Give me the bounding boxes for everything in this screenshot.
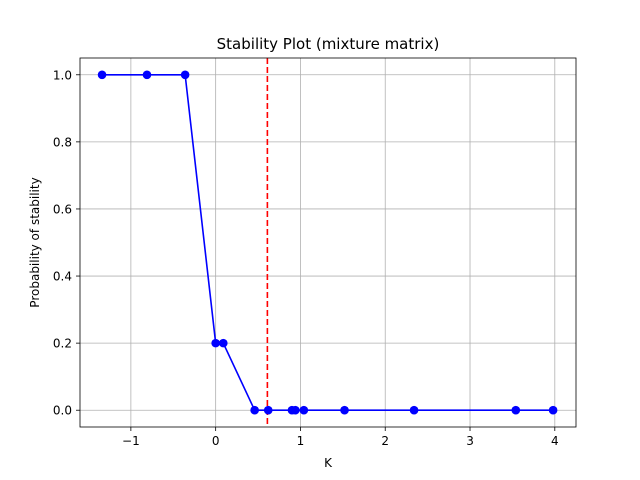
plot-frame — [79, 57, 577, 428]
x-axis-label: K — [324, 456, 333, 470]
y-tick-label: 0.0 — [53, 404, 72, 418]
data-point — [250, 405, 259, 415]
x-tick-label: 1 — [297, 434, 305, 448]
chart-title: Stability Plot (mixture matrix) — [217, 35, 440, 53]
tick-layer: −1 0 1 2 3 4 0.0 0.2 0.4 0.6 0.8 1.0 — [53, 68, 559, 448]
data-point — [409, 405, 419, 415]
series-layer — [97, 70, 558, 415]
series-line — [102, 73, 554, 412]
data-point — [142, 70, 152, 80]
y-tick-label: 0.6 — [53, 202, 72, 216]
data-point — [340, 405, 349, 415]
y-tick-label: 1.0 — [53, 68, 72, 82]
data-point — [180, 70, 190, 80]
data-point — [511, 405, 521, 415]
data-point — [263, 405, 273, 415]
data-point — [218, 338, 228, 348]
data-point — [97, 70, 107, 80]
x-tick-label: 4 — [551, 434, 559, 448]
data-point — [291, 405, 300, 415]
y-tick-label: 0.2 — [53, 337, 72, 351]
x-tick-label: 2 — [381, 434, 389, 448]
y-tick-label: 0.8 — [53, 135, 72, 149]
data-point — [211, 338, 220, 348]
data-point — [299, 405, 309, 415]
x-tick-label: 3 — [466, 434, 474, 448]
y-axis-label: Probability of stability — [28, 177, 42, 307]
x-tick-label: −1 — [122, 434, 140, 448]
y-tick-label: 0.4 — [53, 270, 72, 284]
data-point — [548, 405, 558, 415]
x-tick-label: 0 — [212, 434, 220, 448]
